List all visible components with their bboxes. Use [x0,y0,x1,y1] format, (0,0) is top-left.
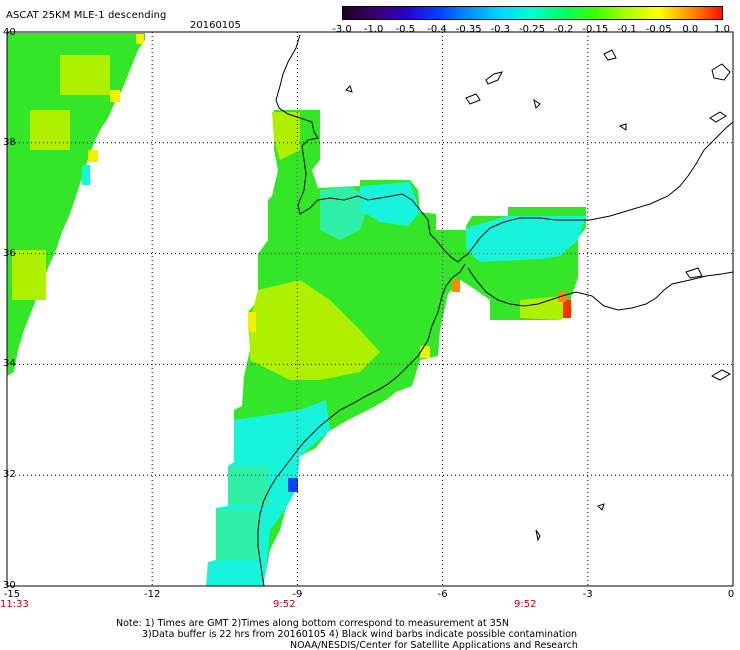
color-scale-labels: -3.0 -1.0 -0.5 -0.4 -0.35 -0.3 -0.25 -0.2 -0.15-… [330,24,730,36]
longitude-tick-label: 0 [727,589,735,600]
color-scale-label: -0.1 [617,24,637,35]
island-coastline-6 [685,267,703,279]
swath-yellow-cell [248,312,256,332]
central-swath-cyan-patch [360,182,420,226]
color-scale-label: -0.35 [455,24,482,35]
island-coastline-3 [533,98,541,109]
measurement-time-center: 9:52 [273,599,296,610]
color-scale-bar [342,6,723,20]
latitude-tick-label: 34 [3,358,16,370]
alboran-swath-red-cell [563,300,571,318]
footer-note-line-2: 3)Data buffer is 22 hrs from 20160105 4)… [142,629,578,640]
island-coastline-8 [535,529,541,542]
latitude-tick-label: 30 [3,580,16,591]
southern-swath-cyan-patch [216,510,260,560]
plot-border [6,31,734,587]
island-coastline-7 [710,369,732,381]
southern-swath-cyan-patch [228,466,268,506]
north-africa-mediterranean-coastline [467,267,733,311]
alboran-swath-cyan-region [466,216,586,262]
color-scale-label: -0.25 [519,24,545,35]
central-swath-yellow-patch [250,280,380,380]
color-scale-label: -0.2 [553,24,574,35]
longitude-tick-label: -12 [144,589,161,600]
color-scale-label: -0.3 [490,24,511,35]
west-swath-yellow-patch [30,110,70,150]
sardinia-coastline [711,63,731,81]
swath-orange-cell [452,280,460,292]
west-swath-yellow-patch [110,90,120,102]
color-scale-label: -0.4 [427,24,447,35]
morocco-coastline [257,263,466,586]
central-swath-cyan-patch [320,186,370,240]
island-coastline-11 [618,123,627,131]
balearic-island-coastline [485,71,503,85]
central-swath-yellow-patch [272,112,300,160]
color-scale-label: -0.15 [582,24,609,35]
latitude-tick-label: 40 [3,27,16,38]
island-coastline-12 [709,111,727,123]
color-scale-label: -1.0 [363,24,384,35]
latitude-tick-label: 38 [3,136,16,148]
west-swath-yellow-patch [136,34,144,44]
lat-lon-grid [7,32,733,586]
color-scale-label: -0.05 [645,24,672,35]
latitude-tick-label: 32 [3,469,16,481]
longitude-tick-label: -9 [292,589,303,600]
island-coastline-5 [603,49,617,61]
longitude-tick-label: -15 [3,589,21,600]
color-scale-label: 0.0 [682,24,699,35]
west-swath-yellow-patch [88,150,98,162]
footer-note-line-1: Note: 1) Times are GMT 2)Times along bot… [116,618,509,629]
latitude-tick-label: 36 [3,247,16,259]
product-title: ASCAT 25KM MLE-1 descending [6,10,167,21]
product-date: 20160105 [190,20,241,31]
alboran-swath-orange-cell [558,292,566,302]
island-coastline-10 [345,85,353,93]
color-scale-label: 1.0 [714,24,730,35]
west-swath-yellow-patch [60,55,110,95]
island-coastline-2 [465,93,481,105]
alboran-swath-green-region [480,258,578,306]
island-coastline-9 [597,503,605,511]
wind-data-swath-layer [7,33,586,586]
measurement-time-west: 11:33 [0,599,29,610]
color-scale-label: -3.0 [332,24,352,35]
west-swath-cyan-patch [82,165,90,185]
color-scale-label: -0.5 [395,24,416,35]
measurement-time-east: 9:52 [514,599,537,610]
iberia-coastline [275,34,733,263]
longitude-tick-label: -6 [437,589,448,600]
southern-swath-blue-cell [288,478,298,492]
longitude-tick-label: -3 [582,589,593,600]
footer-credit-line: NOAA/NESDIS/Center for Satellite Applica… [290,640,578,650]
swath-yellow-cell [420,346,430,358]
west-swath-yellow-patch [12,250,46,300]
